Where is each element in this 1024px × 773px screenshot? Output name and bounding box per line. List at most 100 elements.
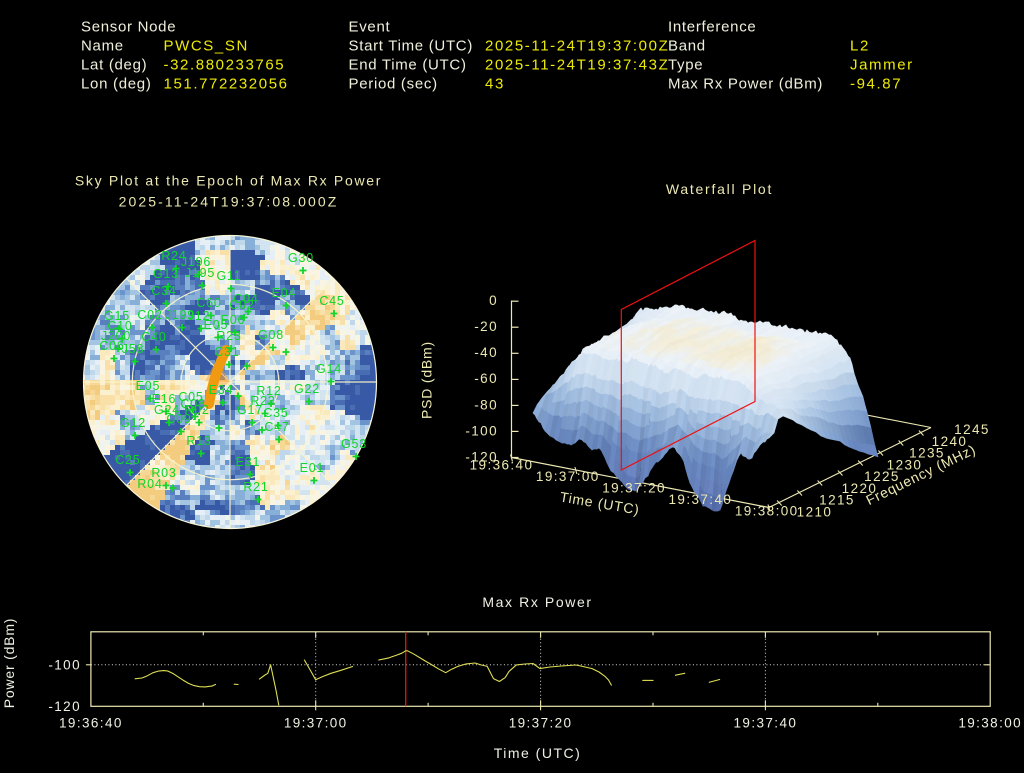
svg-text:1220: 1220 [842,481,878,496]
svg-text:C05: C05 [178,390,203,404]
svg-text:1245: 1245 [954,422,990,437]
svg-text:-32.880233765: -32.880233765 [164,57,286,74]
svg-text:19:37:40: 19:37:40 [734,716,798,731]
svg-text:1225: 1225 [864,469,900,484]
svg-text:J12: J12 [188,309,211,323]
svg-text:E31: E31 [236,455,261,469]
svg-text:Start Time (UTC): Start Time (UTC) [349,38,474,55]
svg-text:J200: J200 [101,329,131,343]
svg-text:-40: -40 [474,345,498,360]
svg-text:19:37:00: 19:37:00 [536,469,600,484]
svg-text:G24: G24 [154,403,180,417]
svg-text:Power (dBm): Power (dBm) [1,618,17,708]
svg-text:C25: C25 [115,453,140,467]
svg-text:PSD (dBm): PSD (dBm) [419,341,435,419]
svg-text:C31: C31 [214,345,239,359]
svg-text:E05: E05 [204,318,229,332]
svg-text:R24: R24 [161,249,186,263]
svg-text:-80: -80 [474,397,498,412]
svg-text:-60: -60 [474,371,498,386]
svg-text:C45: C45 [319,294,344,308]
svg-text:19:36:40: 19:36:40 [59,716,123,731]
svg-text:R03: R03 [151,466,176,480]
svg-text:Interference: Interference [668,19,756,36]
svg-text:C09: C09 [166,412,191,426]
svg-text:19:38:00: 19:38:00 [958,716,1022,731]
svg-text:19:38:00: 19:38:00 [735,504,799,519]
svg-text:C34: C34 [151,284,176,298]
svg-text:Sky Plot at the Epoch of Max R: Sky Plot at the Epoch of Max Rx Power [75,173,382,189]
svg-text:0: 0 [489,293,498,308]
svg-text:Jammer: Jammer [850,57,914,74]
svg-text:G12: G12 [120,416,146,430]
svg-text:1235: 1235 [909,446,945,461]
svg-text:1240: 1240 [932,434,968,449]
svg-text:-120: -120 [465,449,498,464]
svg-text:Name: Name [81,38,124,55]
svg-text:C08: C08 [180,397,205,411]
svg-text:G17: G17 [237,403,263,417]
svg-text:2025-11-24T19:37:08.000Z: 2025-11-24T19:37:08.000Z [119,194,339,210]
svg-text:2025-11-24T19:37:00Z: 2025-11-24T19:37:00Z [485,38,669,55]
svg-text:C06: C06 [99,339,124,353]
svg-text:Time (UTC): Time (UTC) [494,745,582,761]
svg-text:Period (sec): Period (sec) [349,76,438,93]
svg-text:E06: E06 [221,313,246,327]
svg-text:43: 43 [485,76,505,93]
svg-text:G15: G15 [104,309,130,323]
svg-text:Max Rx Power: Max Rx Power [482,594,592,610]
svg-text:C60: C60 [196,296,221,310]
svg-text:19:37:00: 19:37:00 [284,716,348,731]
svg-text:1210: 1210 [797,504,833,519]
svg-text:-20: -20 [474,319,498,334]
svg-text:1230: 1230 [887,457,923,472]
svg-text:J196: J196 [181,255,211,269]
svg-text:E16: E16 [152,392,177,406]
svg-text:C04: C04 [233,292,258,306]
svg-text:E01: E01 [300,461,325,475]
svg-text:Sensor Node: Sensor Node [81,19,176,36]
svg-text:19:36:40: 19:36:40 [470,458,534,473]
svg-text:R13: R13 [186,434,211,448]
svg-text:C10: C10 [107,319,132,333]
svg-text:19:37:40: 19:37:40 [669,492,733,507]
svg-text:J58: J58 [122,342,145,356]
svg-text:G11: G11 [216,269,241,283]
svg-text:C35: C35 [263,406,288,420]
svg-text:E34: E34 [209,383,234,397]
svg-text:Waterfall Plot: Waterfall Plot [666,181,773,197]
svg-text:G13: G13 [153,267,179,281]
svg-text:C02: C02 [137,308,162,322]
svg-text:G53: G53 [341,437,367,451]
svg-text:Max Rx Power (dBm): Max Rx Power (dBm) [668,76,823,93]
svg-text:-120: -120 [48,699,81,714]
svg-text:-100: -100 [48,657,81,672]
svg-text:1215: 1215 [819,493,855,508]
svg-text:G14: G14 [316,362,342,376]
svg-text:R12: R12 [256,384,281,398]
svg-text:-94.87: -94.87 [850,76,902,93]
svg-text:J195: J195 [185,266,215,280]
svg-text:E04: E04 [272,286,297,300]
svg-text:R04: R04 [137,477,162,491]
svg-text:J199: J199 [165,308,195,322]
svg-text:C47: C47 [264,420,289,434]
svg-text:G22: G22 [294,382,320,396]
svg-text:R21: R21 [243,480,268,494]
svg-text:R02: R02 [184,403,209,417]
svg-text:G30: G30 [288,251,314,265]
svg-text:End Time (UTC): End Time (UTC) [349,57,467,74]
svg-text:2025-11-24T19:37:43Z: 2025-11-24T19:37:43Z [485,57,669,74]
svg-text:G08: G08 [258,328,284,342]
svg-text:151.772232056: 151.772232056 [164,76,289,93]
svg-text:-100: -100 [465,423,498,438]
svg-text:C40: C40 [141,330,166,344]
svg-text:Band: Band [668,38,706,55]
svg-text:Type: Type [668,57,703,74]
svg-text:PWCS_SN: PWCS_SN [164,38,249,55]
svg-text:19:37:20: 19:37:20 [509,716,573,731]
svg-text:Lat (deg): Lat (deg) [81,57,147,74]
svg-text:R22: R22 [250,394,275,408]
svg-text:C02: C02 [229,298,254,312]
svg-text:Event: Event [349,19,391,36]
